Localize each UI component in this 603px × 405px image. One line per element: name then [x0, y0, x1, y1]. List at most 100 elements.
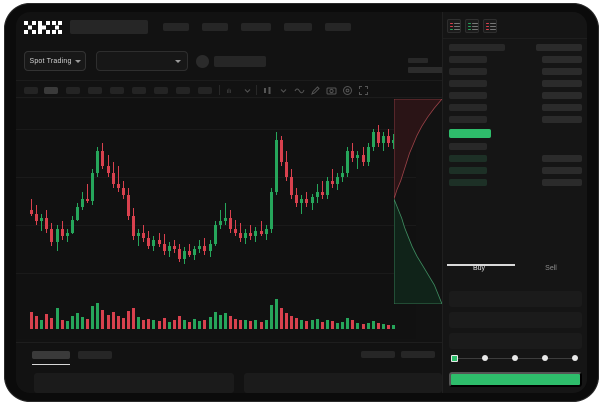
pencil-icon[interactable]	[310, 85, 321, 96]
orders-tab-1[interactable]	[78, 351, 112, 359]
tab-sell[interactable]: Sell	[515, 265, 587, 272]
timeframe-8[interactable]	[198, 87, 212, 94]
tab-buy[interactable]: Buy	[443, 264, 515, 272]
orderbook-ask-price-5[interactable]	[449, 104, 487, 111]
timeframe-5[interactable]	[132, 87, 146, 94]
candle	[341, 99, 345, 284]
orderbook-ask-price-6[interactable]	[449, 116, 487, 123]
candle	[300, 99, 304, 284]
volume-bar	[279, 308, 283, 329]
chevron-down-icon[interactable]	[278, 85, 289, 96]
okx-logo[interactable]	[24, 21, 62, 34]
timeframe-4[interactable]	[110, 87, 124, 94]
orders-action-0[interactable]	[361, 351, 395, 358]
volume-bar	[183, 320, 186, 329]
orderbook-ask-price-0[interactable]	[449, 44, 505, 51]
timeframe-7[interactable]	[176, 87, 190, 94]
timeframe-2[interactable]	[66, 87, 80, 94]
timeframe-1[interactable]	[44, 87, 58, 94]
order-field-0[interactable]	[449, 291, 582, 307]
orders-action-1[interactable]	[401, 351, 435, 358]
timeframe-3[interactable]	[88, 87, 102, 94]
orderbook-both-icon[interactable]	[447, 19, 461, 33]
orderbook-ask-price-2[interactable]	[449, 68, 487, 75]
fullscreen-icon[interactable]	[358, 85, 369, 96]
candle	[290, 99, 294, 284]
orderbook-ask-price-4[interactable]	[449, 92, 487, 99]
volume-bar	[75, 313, 79, 329]
volume-bar	[45, 314, 49, 329]
order-field-2[interactable]	[449, 333, 582, 349]
nav-item-1[interactable]	[202, 23, 228, 31]
candle	[264, 99, 268, 284]
volume-bar	[310, 320, 314, 329]
line-wave-icon[interactable]	[294, 85, 305, 96]
submit-buy-button[interactable]	[449, 372, 582, 387]
orderbook-bid-price-2[interactable]	[449, 167, 487, 174]
candle	[305, 99, 309, 284]
order-form-tabs: Buy Sell	[443, 260, 587, 282]
orderbook-bid-price-1[interactable]	[449, 155, 487, 162]
chevron-down-icon	[175, 59, 181, 63]
search-input[interactable]	[70, 20, 148, 34]
orderbook-ask-price-1[interactable]	[449, 56, 487, 63]
volume-bar	[126, 310, 130, 329]
orderbook-buy-icon[interactable]	[465, 19, 479, 33]
camera-icon[interactable]	[326, 85, 337, 96]
volume-bar	[132, 307, 135, 329]
nav-item-2[interactable]	[241, 23, 271, 31]
volume-bar	[86, 318, 90, 329]
candle	[387, 99, 390, 284]
price-chart[interactable]	[16, 99, 416, 339]
orders-block-0	[34, 373, 234, 393]
amount-slider-handle[interactable]	[451, 354, 458, 362]
candle	[193, 99, 197, 284]
depth-chart	[394, 99, 442, 304]
order-field-1[interactable]	[449, 312, 582, 328]
orderbook-bid-amount-3	[542, 179, 582, 186]
amount-slider-stop-100[interactable]	[572, 355, 578, 361]
candle	[60, 99, 64, 284]
volume-bar	[70, 315, 74, 329]
candle	[336, 99, 339, 284]
candle	[132, 99, 135, 284]
orderbook-bid-price-3[interactable]	[449, 179, 487, 186]
amount-slider-stop-50[interactable]	[512, 355, 518, 361]
volume-bar	[387, 325, 390, 329]
chevron-down-icon[interactable]	[242, 85, 253, 96]
volume-bar	[137, 317, 141, 329]
volume-bar	[244, 320, 248, 329]
orderbook-ask-price-3[interactable]	[449, 80, 487, 87]
nav-item-3[interactable]	[284, 23, 312, 31]
candle	[167, 99, 171, 284]
orderbook-ask-amount-6	[542, 116, 582, 123]
tab-buy-indicator	[447, 264, 515, 266]
amount-slider-stop-25[interactable]	[482, 355, 488, 361]
pair-selector[interactable]	[96, 51, 188, 71]
chart-type-icon[interactable]	[262, 85, 273, 96]
trading-mode-label: Spot Trading	[29, 57, 72, 65]
trading-mode-selector[interactable]: Spot Trading	[24, 51, 86, 71]
amount-slider-stop-75[interactable]	[542, 355, 548, 361]
candle	[310, 99, 314, 284]
orderbook-sell-icon[interactable]	[483, 19, 497, 33]
orderbook-bid-price-0[interactable]	[449, 143, 487, 150]
volume-bar	[254, 319, 258, 329]
candle	[198, 99, 202, 284]
candle	[55, 99, 59, 284]
orderbook-bid-amount-1	[542, 155, 582, 162]
nav-item-4[interactable]	[325, 23, 351, 31]
candle	[50, 99, 54, 284]
nav-item-0[interactable]	[163, 23, 189, 31]
amount-slider[interactable]	[451, 353, 581, 363]
candle	[106, 99, 110, 284]
candle	[228, 99, 232, 284]
timeframe-0[interactable]	[24, 87, 38, 94]
market-stat-0-value	[408, 67, 444, 73]
volume-bar	[371, 321, 375, 329]
orders-tab-0[interactable]	[32, 351, 70, 359]
timeframe-6[interactable]	[154, 87, 168, 94]
toolbar-divider	[256, 85, 257, 95]
settings-icon[interactable]	[342, 85, 353, 96]
indicators-icon[interactable]: ıIı	[226, 85, 237, 96]
